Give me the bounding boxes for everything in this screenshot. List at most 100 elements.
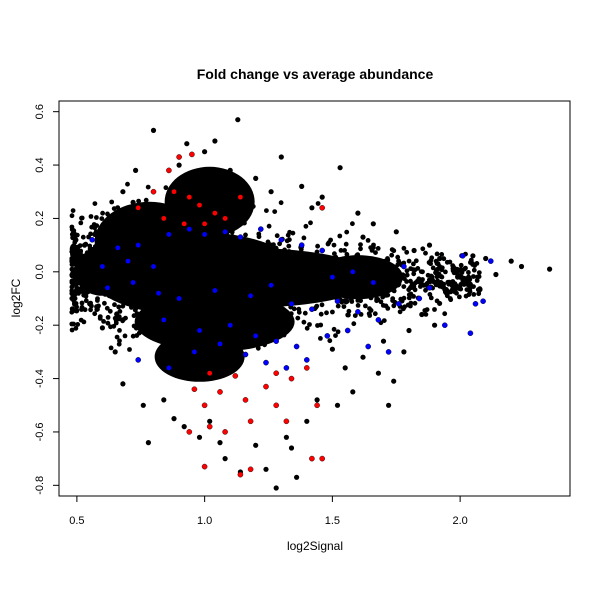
scatter-point-black: [420, 269, 425, 275]
scatter-point-black: [181, 332, 187, 337]
scatter-point-black: [411, 294, 416, 299]
x-tick-label: 1.0: [197, 515, 212, 527]
scatter-point-black: [139, 329, 145, 334]
scatter-point-black: [406, 258, 412, 264]
scatter-point-black: [125, 232, 130, 238]
scatter-point-blue: [298, 242, 305, 248]
scatter-point-black: [132, 253, 137, 259]
scatter-point-black: [97, 314, 103, 319]
scatter-point-black: [209, 245, 215, 251]
scatter-point-black: [412, 300, 418, 306]
scatter-point-black: [438, 273, 443, 279]
scatter-point-black: [301, 319, 307, 325]
scatter-point-black: [380, 294, 386, 300]
scatter-point-black: [418, 284, 423, 289]
scatter-point-black: [351, 321, 357, 327]
scatter-point-red: [166, 167, 172, 174]
scatter-point-black: [109, 234, 115, 240]
scatter-point-black: [280, 257, 286, 263]
scatter-point-black: [352, 313, 358, 318]
scatter-point-blue: [242, 351, 249, 358]
scatter-point-black: [264, 314, 270, 320]
scatter-point-black: [282, 247, 287, 253]
scatter-point-black: [452, 281, 458, 286]
scatter-point-black: [131, 218, 137, 224]
scatter-point-black: [192, 339, 198, 344]
scatter-point-red: [189, 151, 195, 158]
scatter-point-black: [84, 269, 90, 274]
scatter-point-black: [309, 273, 314, 278]
scatter-point-black: [162, 268, 168, 274]
scatter-point-blue: [334, 298, 341, 305]
scatter-point-black: [134, 333, 140, 338]
scatter-point-black: [382, 258, 388, 264]
scatter-point-black: [444, 290, 450, 296]
scatter-point-blue: [135, 242, 141, 248]
scatter-point-black: [273, 254, 278, 259]
scatter-point-black: [274, 262, 280, 267]
scatter-point-black: [271, 259, 276, 265]
scatter-point-black: [164, 321, 170, 326]
scatter-point-black: [195, 261, 201, 266]
scatter-point-black: [243, 201, 249, 207]
scatter-point-red: [201, 402, 208, 409]
scatter-point-black: [195, 285, 201, 290]
scatter-point-black: [443, 269, 448, 275]
scatter-point-black: [70, 257, 75, 263]
scatter-point-black: [286, 243, 292, 249]
scatter-point-red: [217, 389, 223, 395]
scatter-point-black: [471, 284, 476, 289]
scatter-point-black: [277, 241, 282, 247]
scatter-point-black: [92, 252, 98, 258]
scatter-point-black: [217, 440, 223, 446]
scatter-point-black: [333, 333, 338, 338]
scatter-point-black: [334, 402, 341, 408]
scatter-point-black: [69, 296, 75, 301]
scatter-point-black: [437, 301, 443, 306]
scatter-point-black: [228, 345, 234, 350]
scatter-point-black: [118, 233, 124, 239]
scatter-point-black: [137, 315, 143, 321]
scatter-point-blue: [222, 228, 228, 235]
scatter-point-black: [248, 250, 254, 256]
scatter-point-black: [273, 273, 278, 278]
scatter-point-black: [161, 397, 167, 403]
scatter-point-black: [458, 262, 464, 268]
scatter-point-black: [136, 198, 142, 204]
scatter-point-black: [117, 272, 123, 277]
scatter-point-blue: [263, 359, 269, 366]
scatter-point-black: [307, 259, 312, 265]
scatter-point-black: [250, 280, 256, 286]
scatter-point-black: [199, 276, 205, 281]
scatter-point-black: [147, 257, 153, 263]
scatter-point-black: [107, 269, 113, 275]
scatter-point-blue: [252, 333, 259, 339]
scatter-point-blue: [303, 357, 310, 363]
scatter-point-black: [346, 271, 351, 276]
scatter-point-black: [309, 205, 315, 211]
scatter-point-black: [154, 283, 160, 289]
scatter-point-black: [69, 321, 75, 327]
scatter-point-black: [183, 252, 189, 257]
scatter-point-black: [383, 303, 389, 309]
scatter-point-black: [332, 285, 338, 291]
scatter-point-black: [400, 272, 405, 278]
x-tick-label: 2.0: [452, 515, 467, 527]
scatter-point-black: [243, 319, 249, 325]
scatter-point-black: [460, 279, 466, 285]
scatter-point-black: [446, 279, 452, 285]
scatter-point-black: [363, 303, 368, 309]
scatter-point-black: [99, 286, 105, 292]
scatter-point-red: [273, 370, 280, 377]
scatter-point-black: [125, 280, 131, 286]
scatter-point-black: [198, 335, 204, 341]
scatter-point-black: [291, 295, 296, 301]
scatter-point-black: [358, 298, 363, 304]
scatter-point-black: [429, 255, 435, 261]
scatter-point-black: [195, 219, 201, 225]
scatter-point-black: [143, 241, 149, 247]
scatter-point-black: [112, 349, 118, 355]
scatter-point-black: [493, 271, 499, 278]
scatter-point-black: [186, 255, 192, 261]
scatter-point-black: [137, 270, 143, 276]
